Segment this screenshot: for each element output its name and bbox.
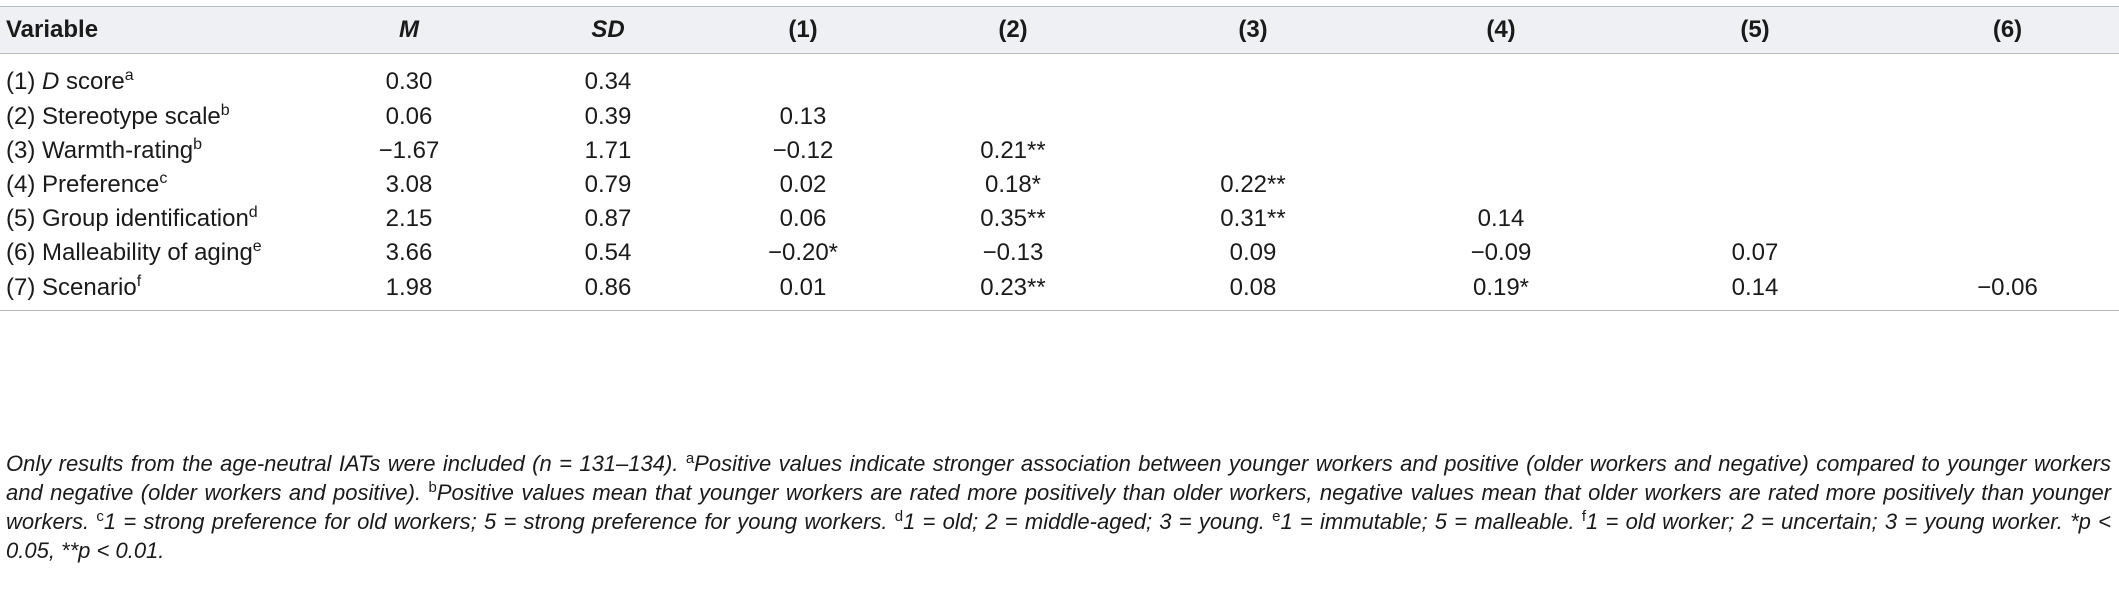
table-cell <box>1118 100 1388 134</box>
table-cell: 0.19* <box>1388 270 1614 311</box>
table-row: (6) Malleability of aginge 3.66 0.54 −0.… <box>0 236 2119 270</box>
table-cell <box>1896 168 2119 202</box>
table-cell <box>1614 54 1896 101</box>
table-cell: 1.71 <box>584 137 632 164</box>
table-cell: 0.02 <box>779 171 827 198</box>
table-header-row: Variable M SD (1) (2) (3) (4) (5) (6) <box>0 6 2119 54</box>
table-cell: −0.13 <box>982 239 1044 266</box>
table-cell: 0.08 <box>1118 270 1388 311</box>
table-cell: 0.87 <box>584 205 632 232</box>
variable-cell: (3) Warmth-ratingb <box>6 136 203 165</box>
table-cell: 0.14 <box>1477 205 1525 232</box>
table-cell: 0.22** <box>1220 171 1286 198</box>
table-cell: 0.79 <box>584 171 632 198</box>
table-cell: 0.54 <box>584 239 632 266</box>
table-cell <box>1896 202 2119 236</box>
table-cell <box>1896 100 2119 134</box>
table-cell <box>1388 134 1614 168</box>
table-row: (7) Scenariof 1.98 0.86 0.01 0.23** 0.08… <box>0 270 2119 311</box>
table-cell <box>1896 236 2119 270</box>
table-cell <box>1614 168 1896 202</box>
table-cell <box>1896 134 2119 168</box>
table-row: (2) Stereotype scaleb 0.06 0.39 0.13 <box>0 100 2119 134</box>
table-cell: 3.66 <box>385 239 433 266</box>
table-cell: 0.86 <box>518 270 698 311</box>
header-mean: M <box>300 6 518 54</box>
table-row: (1) D scorea 0.30 0.34 <box>0 54 2119 101</box>
variable-cell: (5) Group identificationd <box>6 204 258 233</box>
table-cell: −0.09 <box>1470 239 1532 266</box>
header-col-2: (2) <box>908 6 1118 54</box>
table-cell: 0.34 <box>584 68 632 95</box>
header-col-1: (1) <box>698 6 908 54</box>
header-col-5: (5) <box>1614 6 1896 54</box>
header-col-4: (4) <box>1388 6 1614 54</box>
table-row: (5) Group identificationd 2.15 0.87 0.06… <box>0 202 2119 236</box>
header-variable: Variable <box>0 6 300 54</box>
variable-cell: (2) Stereotype scaleb <box>6 102 230 131</box>
table-cell: −1.67 <box>378 137 440 164</box>
table-cell <box>1118 134 1388 168</box>
table-cell: 0.35** <box>980 205 1046 232</box>
variable-cell: (6) Malleability of aginge <box>6 238 262 267</box>
variable-cell: (1) D scorea <box>6 67 134 96</box>
table-cell: 2.15 <box>385 205 433 232</box>
table-cell <box>1614 134 1896 168</box>
table-cell <box>908 54 1118 101</box>
table-cell: 0.18* <box>984 171 1042 198</box>
table-cell <box>908 100 1118 134</box>
table-cell <box>1896 54 2119 101</box>
table-cell: 0.01 <box>698 270 908 311</box>
table-cell: 3.08 <box>385 171 433 198</box>
table-cell: 0.13 <box>779 103 827 130</box>
table-cell <box>1388 168 1614 202</box>
variable-cell: (4) Preferencec <box>6 170 168 199</box>
table-cell <box>1388 100 1614 134</box>
table-cell: 0.30 <box>385 68 433 95</box>
table-cell <box>1388 54 1614 101</box>
table-cell: −0.06 <box>1896 270 2119 311</box>
header-sd: SD <box>518 6 698 54</box>
table-body: (1) D scorea 0.30 0.34 (2) Stereotype sc… <box>0 54 2119 311</box>
table-cell: 0.31** <box>1220 205 1286 232</box>
table-cell: 1.98 <box>300 270 518 311</box>
table-footnote: Only results from the age-neutral IATs w… <box>6 450 2112 563</box>
table-cell: −0.12 <box>772 137 834 164</box>
table-row: (4) Preferencec 3.08 0.79 0.02 0.18* 0.2… <box>0 168 2119 202</box>
header-col-6: (6) <box>1896 6 2119 54</box>
table-cell: 0.23** <box>908 270 1118 311</box>
table-cell: 0.09 <box>1229 239 1277 266</box>
table-cell: 0.06 <box>385 103 433 130</box>
table-cell: −0.20* <box>767 239 839 266</box>
correlation-table: Variable M SD (1) (2) (3) (4) (5) (6) (1… <box>0 6 2119 311</box>
table-cell: 0.06 <box>779 205 827 232</box>
table-cell <box>1614 100 1896 134</box>
table-row: (3) Warmth-ratingb −1.67 1.71 −0.12 0.21… <box>0 134 2119 168</box>
table-cell: 0.39 <box>584 103 632 130</box>
table-cell <box>1614 202 1896 236</box>
header-col-3: (3) <box>1118 6 1388 54</box>
table-cell: 0.14 <box>1614 270 1896 311</box>
table-cell <box>1118 54 1388 101</box>
table-cell: 0.21** <box>980 137 1046 164</box>
table-cell: 0.07 <box>1731 239 1779 266</box>
table-cell <box>698 54 908 101</box>
variable-cell: (7) Scenariof <box>0 270 300 311</box>
